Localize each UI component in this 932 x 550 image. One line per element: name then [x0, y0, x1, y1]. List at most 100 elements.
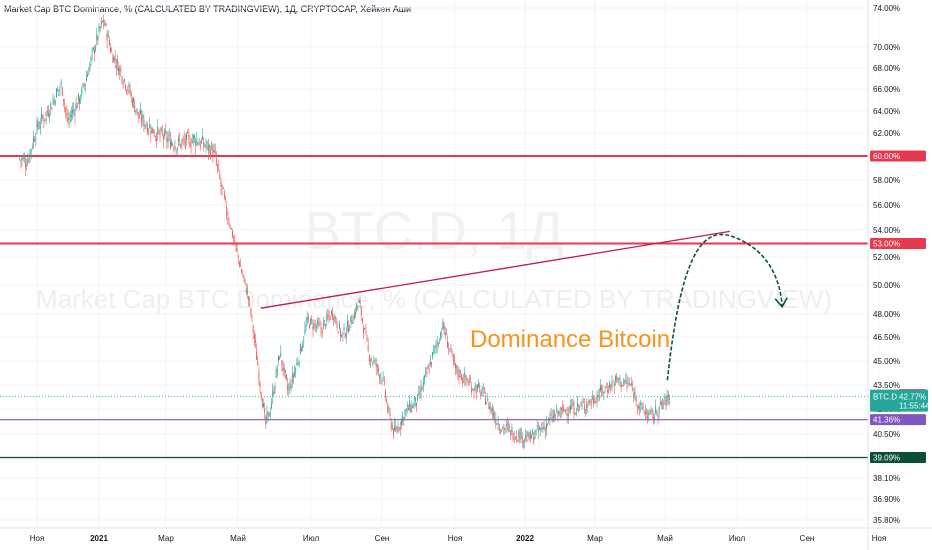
- candle-body: [459, 370, 461, 375]
- candle-body: [632, 387, 634, 390]
- candle-body: [50, 103, 52, 109]
- candle-body: [90, 57, 92, 61]
- candle-body: [442, 320, 444, 329]
- candle-body: [79, 98, 80, 104]
- candle-body: [146, 127, 148, 133]
- drawings[interactable]: [260, 230, 788, 381]
- candle-body: [127, 89, 129, 91]
- candle-body: [172, 144, 174, 145]
- y-tick-label: 52.00%: [873, 253, 900, 262]
- candle-body: [351, 320, 353, 324]
- horizontal-levels[interactable]: [0, 155, 868, 459]
- candle-body: [656, 411, 658, 415]
- candle-body: [466, 379, 468, 381]
- candle-body: [382, 377, 384, 380]
- candle-body: [504, 428, 506, 430]
- candle-body: [188, 135, 190, 136]
- candle-body: [164, 130, 166, 137]
- candle-body: [422, 381, 424, 386]
- candle-body: [557, 411, 559, 416]
- candle-body: [156, 138, 158, 142]
- candle-body: [250, 308, 252, 315]
- candle-body: [282, 367, 284, 372]
- candle-body: [586, 404, 588, 408]
- candle-body: [158, 130, 160, 132]
- candle-body: [391, 425, 393, 428]
- candle-body: [258, 372, 260, 381]
- candle-body: [395, 426, 397, 430]
- candle-body: [157, 126, 159, 135]
- candle-body: [429, 361, 431, 366]
- candle-body: [202, 135, 204, 140]
- candle-body: [38, 127, 40, 129]
- candle-body: [348, 326, 350, 333]
- candle-body: [217, 164, 218, 167]
- candle-body: [89, 64, 91, 71]
- candle-body: [56, 89, 57, 98]
- candle-body: [509, 426, 511, 428]
- x-tick-label: Мар: [158, 534, 174, 543]
- candle-body: [274, 386, 276, 390]
- candle-body: [189, 142, 191, 147]
- candle-body: [310, 318, 312, 325]
- candle-body: [207, 144, 209, 151]
- candle-body: [371, 359, 373, 361]
- candle-body: [105, 24, 107, 26]
- candle-body: [329, 317, 331, 320]
- candle-body: [581, 403, 583, 404]
- candle-body: [249, 299, 251, 302]
- candle-body: [604, 386, 606, 389]
- candle-body: [598, 395, 600, 397]
- candle-body: [291, 373, 293, 383]
- candle-body: [297, 363, 299, 365]
- trend-line[interactable]: [260, 230, 731, 309]
- candle-body: [110, 47, 112, 53]
- candle-body: [218, 167, 220, 169]
- candle-body: [321, 330, 323, 334]
- candle-body: [421, 388, 423, 390]
- x-axis[interactable]: Ноя 2021 Мар Май Июл Сен Ноя 2022 Мар Май Июл Сен Но…: [0, 527, 932, 543]
- candle-body: [427, 366, 429, 370]
- candle-body: [534, 436, 536, 440]
- candle-body: [664, 395, 666, 399]
- candle-body: [338, 323, 340, 329]
- candle-body: [305, 325, 307, 328]
- projection-arrow[interactable]: [666, 233, 783, 381]
- candle-body: [552, 415, 554, 419]
- candle-body: [112, 57, 114, 63]
- candle-body: [617, 377, 619, 381]
- candle-body: [468, 381, 470, 383]
- candle-body: [571, 406, 573, 409]
- candle-body: [211, 143, 213, 150]
- candle-body: [311, 318, 313, 321]
- candle-body: [667, 395, 669, 398]
- candle-body: [320, 326, 322, 330]
- candle-body: [177, 138, 179, 142]
- candle-body: [641, 403, 643, 405]
- candle-body: [71, 115, 72, 117]
- candle-body: [173, 147, 175, 149]
- candle-body: [154, 136, 156, 138]
- candle-body: [179, 140, 181, 142]
- y-tick-label: 66.00%: [873, 85, 900, 94]
- y-axis[interactable]: 74.00% 70.00% 68.00% 66.00% 64.00% 62.00% 60.0…: [867, 0, 900, 550]
- candle-body: [153, 134, 155, 136]
- candle-body: [212, 150, 214, 157]
- candle-body: [175, 149, 177, 152]
- candle-body: [268, 413, 270, 417]
- candle-body: [560, 407, 562, 411]
- candle-body: [600, 385, 601, 391]
- candle-body: [150, 130, 152, 135]
- candle-body: [266, 413, 268, 419]
- candle-body: [618, 380, 620, 382]
- candle-body: [286, 375, 287, 379]
- candle-body: [125, 84, 126, 89]
- candle-body: [480, 391, 482, 397]
- candle-body: [603, 392, 605, 394]
- candle-body: [567, 413, 569, 416]
- candle-body: [531, 435, 532, 439]
- candle-body: [186, 133, 187, 140]
- candle-body: [328, 315, 330, 317]
- candle-body: [588, 400, 590, 403]
